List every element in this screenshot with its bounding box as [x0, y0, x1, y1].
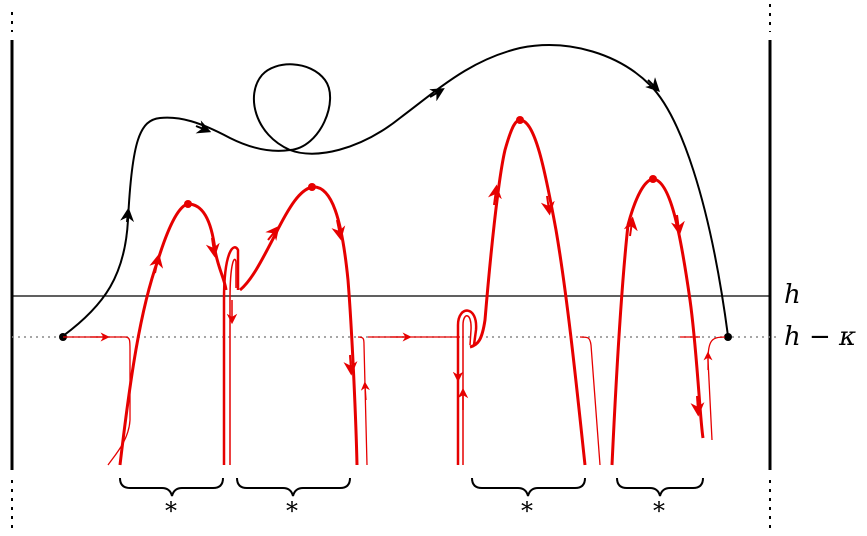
star-label-3: *: [521, 497, 533, 525]
red-arrow-c: [360, 381, 370, 401]
black-arrow-3: [429, 88, 445, 102]
label-h-minus-kappa: h − κ: [784, 322, 856, 352]
brace-3: [471, 477, 586, 497]
black-arrow-1: [120, 207, 135, 223]
red-peak-arrows: [149, 184, 705, 417]
right-endpoint: [724, 333, 732, 341]
star-label-2: *: [286, 497, 298, 525]
star-label-4: *: [653, 497, 665, 525]
critical-point-3: [516, 116, 524, 124]
underbraces: [119, 477, 704, 497]
red-peak-4: [610, 177, 705, 466]
black-path: [62, 44, 729, 337]
black-arrow-2: [195, 120, 212, 134]
brace-1: [119, 477, 224, 497]
label-h: h: [784, 280, 801, 310]
star-label-1: *: [165, 497, 177, 525]
brace-4: [616, 477, 704, 497]
red-peak-1: [118, 202, 228, 466]
critical-point-1: [184, 200, 192, 208]
red-hairpin-2: [456, 309, 478, 465]
red-flow-lines: [63, 336, 726, 466]
red-peak-3: [469, 118, 587, 466]
brace-2: [236, 477, 351, 497]
red-peaks: [118, 118, 705, 466]
black-arrow-4: [645, 77, 660, 92]
critical-point-2: [308, 183, 316, 191]
critical-point-4: [649, 175, 657, 183]
red-hairpin-1: [222, 246, 240, 465]
